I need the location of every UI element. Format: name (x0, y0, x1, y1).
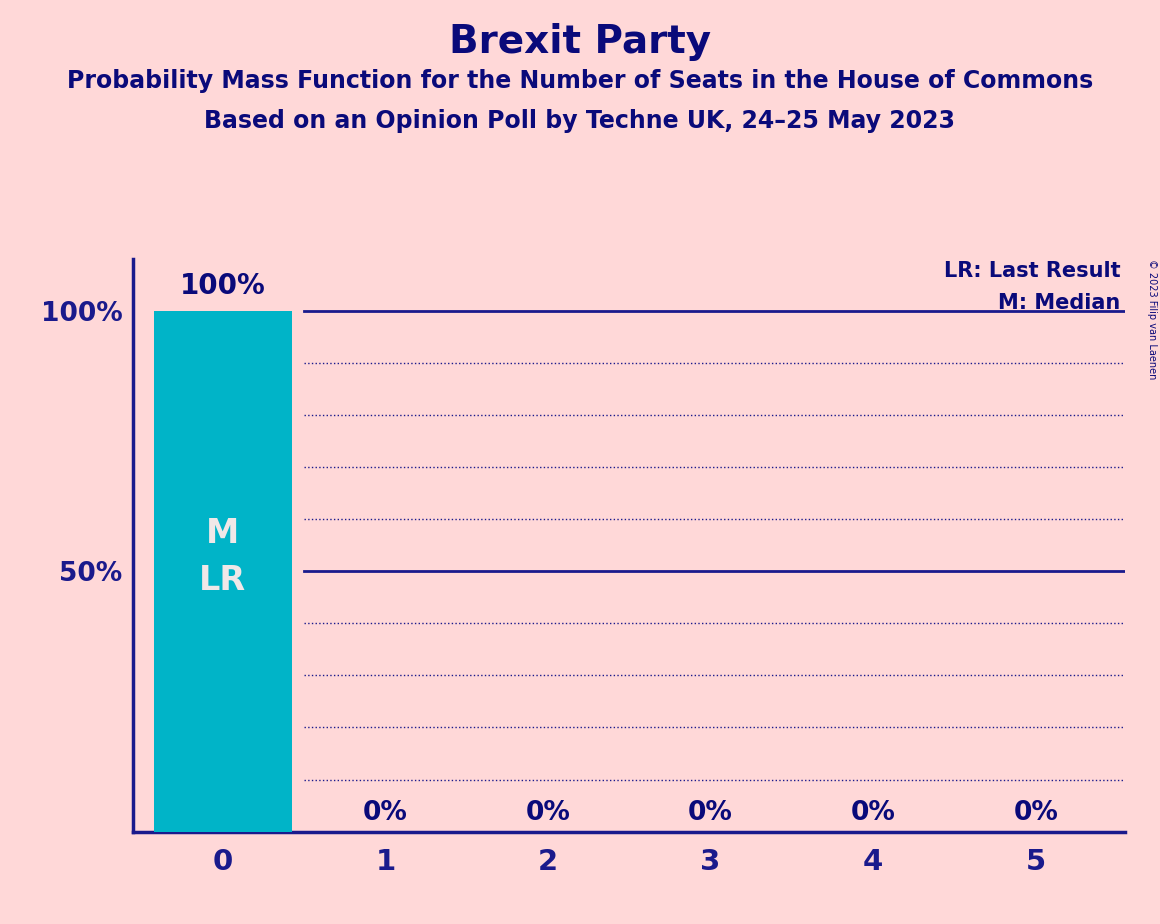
Text: 0%: 0% (1014, 800, 1058, 826)
Text: 0%: 0% (688, 800, 733, 826)
Text: 0%: 0% (850, 800, 896, 826)
Text: 0%: 0% (525, 800, 571, 826)
Text: M: M (206, 517, 239, 551)
Text: © 2023 Filip van Laenen: © 2023 Filip van Laenen (1147, 259, 1157, 379)
Text: Based on an Opinion Poll by Techne UK, 24–25 May 2023: Based on an Opinion Poll by Techne UK, 2… (204, 109, 956, 133)
Text: M: Median: M: Median (998, 293, 1121, 312)
Text: Brexit Party: Brexit Party (449, 23, 711, 61)
Text: LR: LR (200, 565, 246, 597)
Text: 100%: 100% (180, 273, 266, 300)
Text: LR: Last Result: LR: Last Result (944, 261, 1121, 281)
Bar (154, 310, 292, 832)
Text: Probability Mass Function for the Number of Seats in the House of Commons: Probability Mass Function for the Number… (67, 69, 1093, 93)
Text: 0%: 0% (363, 800, 408, 826)
